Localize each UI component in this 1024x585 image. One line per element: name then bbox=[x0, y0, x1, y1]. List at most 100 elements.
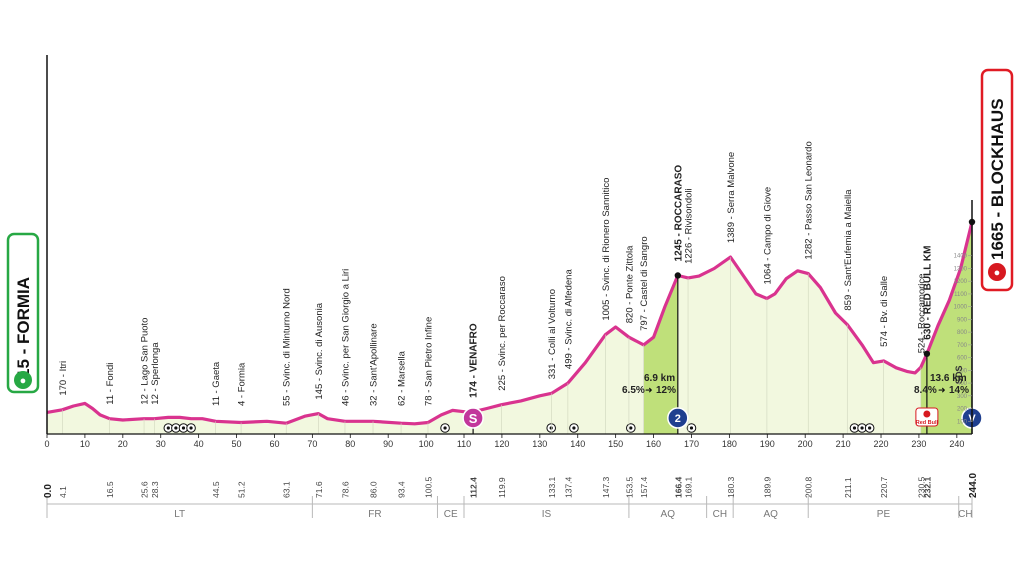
ruler-km: 153.5 bbox=[624, 476, 634, 498]
start-label-group: 15 - FORMIA ● bbox=[6, 232, 40, 394]
tunnel-icon-core bbox=[181, 426, 186, 430]
finish-km: 244.0 bbox=[968, 473, 979, 498]
waypoint-label: 859 - Sant'Eufemia a Maiella bbox=[843, 189, 854, 311]
waypoint-label: 11 - Gaeta bbox=[211, 361, 222, 406]
x-tick-label: 90 bbox=[383, 439, 393, 449]
waypoint-label: 55 - Svinc. di Minturno Nord bbox=[282, 288, 293, 406]
scale-label: 1200 bbox=[954, 279, 968, 285]
scale-label: 1100 bbox=[954, 292, 968, 298]
climb-category-label: 2 bbox=[675, 413, 681, 425]
x-tick-label: 0 bbox=[44, 439, 49, 449]
waypoint-dot bbox=[674, 272, 682, 279]
ruler-km: 119.9 bbox=[497, 477, 507, 498]
ruler-km: 230.5 bbox=[916, 476, 926, 498]
region-label: AQ bbox=[763, 509, 778, 520]
start-km: 0.0 bbox=[43, 484, 54, 498]
svg-text:➜: ➜ bbox=[938, 385, 946, 395]
scale-label: 1300 bbox=[954, 266, 968, 272]
ruler-km: 44.5 bbox=[211, 481, 221, 498]
scale-label: 500 bbox=[957, 368, 968, 374]
waypoint-label: 524 - Roccamorice bbox=[916, 274, 927, 354]
x-tick-label: 30 bbox=[156, 439, 166, 449]
scale-label: 900 bbox=[957, 317, 968, 323]
waypoint-label: 62 - Marsella bbox=[397, 350, 408, 406]
x-tick-label: 160 bbox=[646, 439, 661, 449]
waypoint-label: 797 - Castel di Sangro bbox=[639, 236, 650, 331]
climb-info-2: 13.6 km 8.4% ➜ 14% bbox=[914, 373, 969, 396]
waypoint-label: 499 - Svinc. di Alfedena bbox=[563, 269, 574, 370]
climb-area bbox=[643, 275, 678, 434]
waypoint-label: 1282 - Passo San Leonardo bbox=[804, 141, 815, 259]
profile-line bbox=[46, 221, 974, 426]
tunnel-icon-core bbox=[689, 426, 694, 430]
finish-label-group: 1665 - BLOCKHAUS ● bbox=[980, 68, 1014, 292]
ruler-km: 16.5 bbox=[105, 481, 115, 498]
bike-icon bbox=[14, 371, 32, 389]
elevation-profile bbox=[46, 221, 974, 434]
start-frame bbox=[6, 232, 40, 394]
x-tick-label: 220 bbox=[874, 439, 889, 449]
waypoint-label: 46 - Svinc. per San Giorgio a Liri bbox=[340, 269, 351, 406]
tunnel-icon-core bbox=[852, 426, 857, 430]
waypoint-label: 170 - Itri bbox=[58, 361, 69, 396]
sprint-badge bbox=[462, 407, 484, 429]
x-tick-label: 190 bbox=[760, 439, 775, 449]
climb-grad-avg: 8.4% bbox=[914, 385, 937, 396]
region-label: AQ bbox=[661, 509, 676, 520]
ruler-km: 232.1 bbox=[922, 476, 932, 498]
tunnel-markers bbox=[163, 423, 875, 433]
ruler-km: 28.3 bbox=[150, 481, 160, 498]
region-label: PE bbox=[877, 509, 891, 520]
tunnel-icon-core bbox=[443, 426, 447, 430]
scale-label: 200 bbox=[957, 407, 968, 413]
waypoint-label: 1064 - Campo di Giove bbox=[762, 187, 773, 285]
x-tick-label: 200 bbox=[798, 439, 813, 449]
svg-text:➜: ➜ bbox=[645, 385, 653, 395]
ruler-km: 157.4 bbox=[639, 476, 649, 498]
waypoint-label: 12 - Sperlonga bbox=[150, 342, 161, 405]
waypoint-label: 1005 - Svinc. di Rionero Sannitico bbox=[601, 178, 612, 321]
scale-label: 400 bbox=[957, 381, 968, 387]
x-tick-label: 10 bbox=[80, 439, 90, 449]
svg-text:●: ● bbox=[20, 375, 27, 387]
region-label: IS bbox=[542, 509, 552, 520]
x-tick-label: 60 bbox=[269, 439, 279, 449]
x-tick-label: 180 bbox=[722, 439, 737, 449]
scale-label-sds: SDS bbox=[954, 365, 964, 384]
ruler-km: 25.6 bbox=[140, 481, 150, 498]
ruler-km: 71.6 bbox=[314, 481, 324, 498]
waypoint-label: 1226 - Rivisondoli bbox=[684, 188, 695, 264]
altitude-scale: 100 200 300 400 500 600 700 800 900 1000 1100 1200 1… bbox=[954, 254, 972, 425]
tunnel-icon-core bbox=[868, 426, 872, 430]
ruler-km: 93.4 bbox=[397, 481, 407, 498]
ruler-km: 112.4 bbox=[469, 477, 479, 498]
x-tick-label: 20 bbox=[118, 439, 128, 449]
finish-frame bbox=[980, 68, 1014, 292]
ruler-km: 51.2 bbox=[237, 481, 247, 498]
ruler-km: 133.1 bbox=[547, 476, 557, 498]
distance-ruler: 4.1 16.5 25.6 28.3 44.5 51.2 63.1 71.6 78.6 86.0 9… bbox=[58, 476, 932, 498]
region-label: CE bbox=[444, 509, 458, 520]
waypoint-label: 12 - Lago San Puoto bbox=[140, 318, 151, 405]
tunnel-icon-core bbox=[549, 426, 553, 430]
finish-label: 1665 - BLOCKHAUS bbox=[988, 98, 1007, 260]
x-tick-label: 230 bbox=[911, 439, 926, 449]
tunnel-icon-core bbox=[189, 426, 193, 430]
ruler-km: 63.1 bbox=[282, 481, 292, 498]
climb-category-badge bbox=[667, 407, 689, 429]
waypoint-label: 820 - Ponte Zittola bbox=[624, 245, 635, 323]
profile-area bbox=[47, 222, 972, 434]
waypoint-label: 331 - Colli al Volturno bbox=[547, 289, 558, 379]
climb-length: 13.6 km bbox=[930, 373, 967, 384]
x-tick-label: 110 bbox=[457, 439, 471, 449]
x-tick-label: 70 bbox=[307, 439, 317, 449]
waypoint-label: 1245 - ROCCARASO bbox=[673, 165, 684, 262]
region-label: CH bbox=[713, 509, 727, 520]
x-tick-label: 170 bbox=[684, 439, 699, 449]
tunnel-icon-core bbox=[166, 426, 170, 430]
waypoint-label: 11 - Fondi bbox=[105, 363, 116, 405]
x-tick-label: 240 bbox=[949, 439, 964, 449]
x-tick-label: 40 bbox=[194, 439, 204, 449]
scale-label: 100 bbox=[957, 419, 968, 425]
